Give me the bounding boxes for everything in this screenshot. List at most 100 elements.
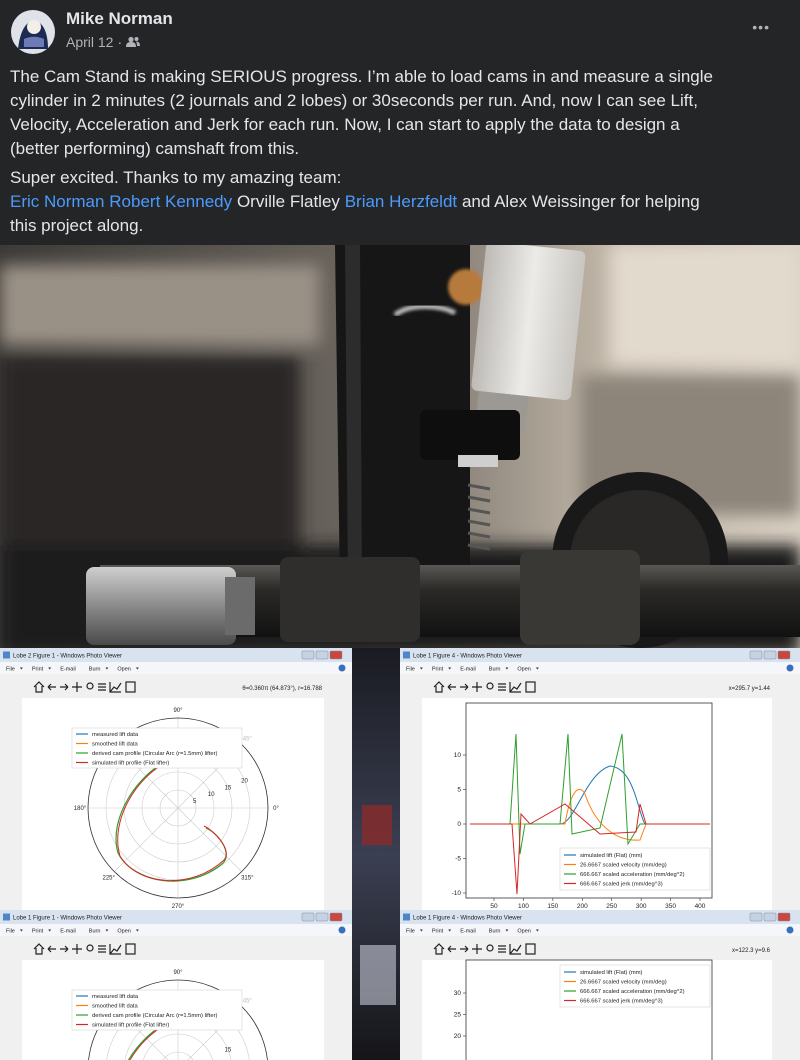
- home-icon[interactable]: [33, 681, 45, 693]
- legend-label: simulated lift (Flat) (mm): [580, 853, 643, 859]
- pan-icon[interactable]: [472, 944, 482, 954]
- save-icon[interactable]: [525, 681, 536, 693]
- menu-item[interactable]: Open: [517, 929, 530, 935]
- forward-icon[interactable]: [60, 945, 69, 953]
- window-button[interactable]: [329, 912, 343, 922]
- menu-item[interactable]: File: [6, 929, 15, 935]
- legend-label: simulated lift profile (Flat lifter): [92, 761, 169, 767]
- x-tick-label: 300: [636, 903, 647, 910]
- zoom-icon[interactable]: [486, 944, 494, 952]
- zoom-icon[interactable]: [86, 944, 94, 952]
- menu-item[interactable]: Burn: [89, 929, 101, 935]
- save-icon[interactable]: [525, 943, 536, 955]
- menu-item[interactable]: E-mail: [460, 929, 476, 935]
- x-tick-label: 150: [547, 903, 558, 910]
- audience-icon[interactable]: [126, 36, 141, 48]
- home-icon[interactable]: [433, 943, 445, 955]
- profile-link[interactable]: Brian Herzfeldt: [344, 192, 458, 211]
- angle-label: 45°: [243, 737, 253, 743]
- window-button[interactable]: [777, 912, 791, 922]
- configure-icon[interactable]: [498, 683, 506, 691]
- menu-item[interactable]: Open: [117, 929, 130, 935]
- dropdown-arrow: [105, 929, 109, 932]
- edit-icon[interactable]: [109, 944, 122, 955]
- dropdown-arrow: [19, 667, 23, 670]
- profile-link[interactable]: Robert Kennedy: [109, 192, 233, 211]
- back-icon[interactable]: [47, 683, 56, 691]
- configure-icon[interactable]: [98, 945, 106, 953]
- window-button[interactable]: [777, 650, 791, 660]
- menu-bar: [0, 662, 352, 674]
- menu-item[interactable]: E-mail: [60, 667, 76, 673]
- legend: measured lift data smoothed lift data deri…: [71, 989, 243, 1031]
- pan-icon[interactable]: [72, 944, 82, 954]
- menu-item[interactable]: Burn: [89, 667, 101, 673]
- edit-icon[interactable]: [509, 944, 522, 955]
- menu-item[interactable]: File: [406, 667, 415, 673]
- window-button[interactable]: [301, 650, 315, 660]
- legend-label: 26.6667 scaled velocity (mm/deg): [580, 863, 667, 869]
- menu-item[interactable]: Print: [32, 667, 44, 673]
- legend-box: [559, 964, 711, 1008]
- window-button[interactable]: [763, 912, 777, 922]
- menu-item[interactable]: E-mail: [60, 929, 76, 935]
- menu-item[interactable]: Print: [432, 667, 444, 673]
- menu-item[interactable]: Print: [432, 929, 444, 935]
- forward-icon[interactable]: [60, 683, 69, 691]
- pan-icon[interactable]: [72, 682, 82, 692]
- menu-item[interactable]: E-mail: [460, 667, 476, 673]
- save-icon[interactable]: [125, 943, 136, 955]
- post-date[interactable]: April 12: [66, 34, 114, 50]
- window-button[interactable]: [301, 912, 315, 922]
- forward-icon[interactable]: [460, 683, 469, 691]
- legend-label: derived cam profile (Circular Arc (r=1.5…: [92, 1013, 218, 1019]
- window-button[interactable]: [329, 650, 343, 660]
- x-tick-label: 250: [606, 903, 617, 910]
- zoom-icon[interactable]: [86, 682, 94, 690]
- menu-item[interactable]: Open: [517, 667, 530, 673]
- y-tick-label: 20: [454, 1033, 462, 1040]
- menu-item[interactable]: File: [6, 667, 15, 673]
- menu-bar: [400, 662, 800, 674]
- background-photo: [362, 805, 392, 845]
- pan-icon[interactable]: [472, 682, 482, 692]
- menu-item[interactable]: Burn: [489, 667, 501, 673]
- configure-icon[interactable]: [498, 945, 506, 953]
- legend-label: measured lift data: [92, 732, 139, 738]
- x-tick-label: 100: [518, 903, 529, 910]
- more-button[interactable]: •••: [752, 19, 770, 35]
- profile-link[interactable]: Eric Norman: [10, 192, 105, 211]
- dropdown-arrow: [48, 929, 52, 932]
- author-name[interactable]: Mike Norman: [66, 9, 173, 28]
- edit-icon[interactable]: [509, 682, 522, 693]
- window-button[interactable]: [749, 650, 763, 660]
- back-icon[interactable]: [447, 683, 456, 691]
- cursor-coords: θ=0.360π (64.873°), r=16.788: [242, 686, 322, 692]
- home-icon[interactable]: [33, 943, 45, 955]
- back-icon[interactable]: [447, 945, 456, 953]
- toolbar: [433, 943, 536, 955]
- window-button[interactable]: [749, 912, 763, 922]
- menu-item[interactable]: Open: [117, 667, 130, 673]
- edit-icon[interactable]: [109, 682, 122, 693]
- help-icon: [338, 926, 346, 934]
- home-icon[interactable]: [433, 681, 445, 693]
- back-icon[interactable]: [47, 945, 56, 953]
- forward-icon[interactable]: [460, 945, 469, 953]
- window-button[interactable]: [763, 650, 777, 660]
- window-button[interactable]: [315, 912, 329, 922]
- save-icon[interactable]: [125, 681, 136, 693]
- menu-item[interactable]: File: [406, 929, 415, 935]
- zoom-icon[interactable]: [486, 682, 494, 690]
- window-title: Lobe 1 Figure 4 - Windows Photo Viewer: [413, 654, 522, 660]
- window-button[interactable]: [315, 650, 329, 660]
- avatar[interactable]: [10, 9, 56, 55]
- window: Lobe 1 Figure 1 - Windows Photo Viewer Fi…: [0, 910, 352, 1060]
- dropdown-arrow: [505, 667, 509, 670]
- menu-item[interactable]: Print: [32, 929, 44, 935]
- velocity-curve: [470, 788, 710, 841]
- angle-label: 315°: [241, 875, 254, 881]
- post-image[interactable]: Lobe 2 Figure 1 - Windows Photo Viewer Fi…: [0, 245, 800, 1060]
- menu-item[interactable]: Burn: [489, 929, 501, 935]
- configure-icon[interactable]: [98, 683, 106, 691]
